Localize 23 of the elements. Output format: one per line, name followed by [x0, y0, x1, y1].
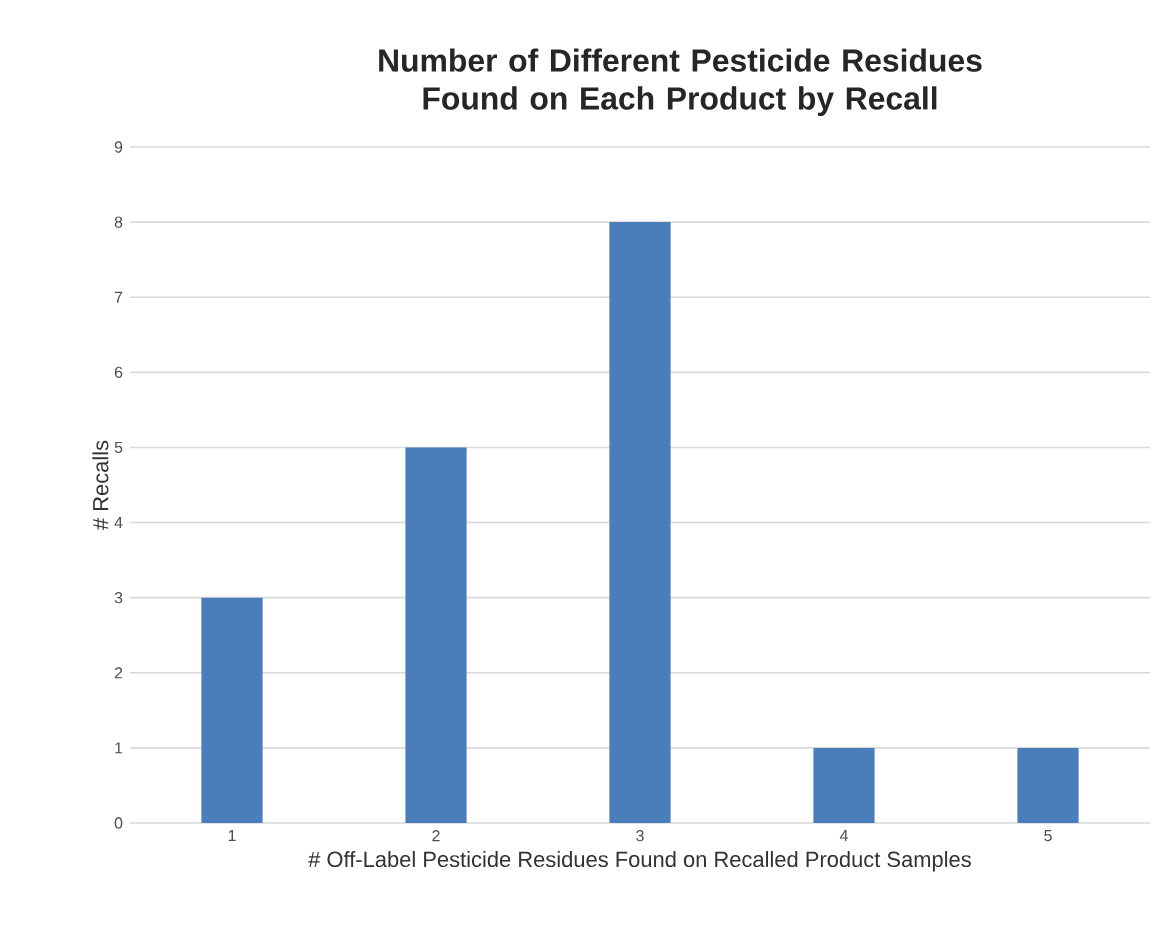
x-tick-label: 2	[432, 830, 440, 842]
y-tick-label: 2	[114, 667, 123, 679]
y-tick-label: 4	[114, 517, 123, 529]
x-tick-label: 4	[839, 830, 848, 841]
bar	[1017, 747, 1079, 823]
x-axis-title: # Off-Label Pesticide Residues Found on Recalled Product Samples	[308, 851, 971, 872]
chart-title: Number of Different Pesticide Residues Found on Each Product by Recall	[379, 48, 982, 117]
y-tick-label: 9	[114, 141, 123, 153]
y-axis-title: # Recalls	[92, 440, 109, 530]
y-tick-label: 1	[115, 742, 123, 754]
bar	[405, 447, 467, 823]
y-tick-label: 3	[114, 592, 123, 604]
bar	[813, 747, 875, 823]
bar	[609, 222, 671, 823]
y-tick-label: 7	[114, 291, 123, 303]
x-tick-label: 1	[228, 830, 236, 841]
y-tick-label: 6	[114, 366, 123, 378]
bar	[201, 597, 263, 823]
y-tick-label: 8	[114, 216, 123, 228]
y-tick-label: 5	[114, 441, 123, 454]
x-tick-label: 3	[636, 830, 644, 842]
y-tick-label: 0	[114, 817, 123, 829]
x-tick-label: 5	[1044, 830, 1052, 842]
